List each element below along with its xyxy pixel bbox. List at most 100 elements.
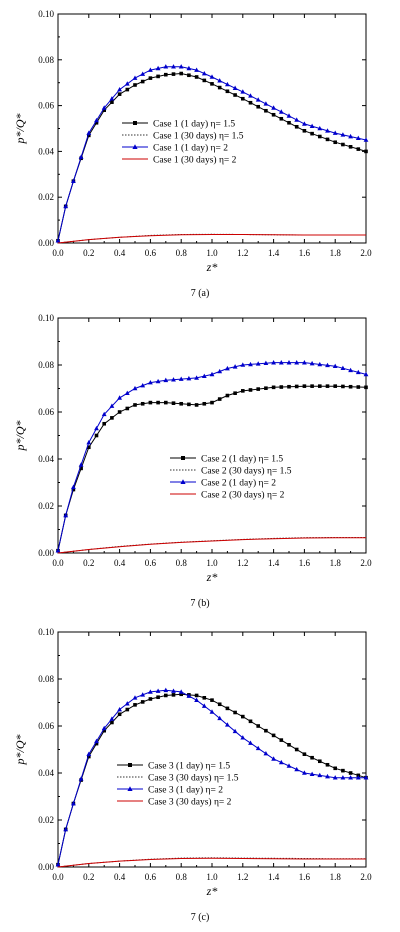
data-point — [94, 117, 99, 123]
data-point — [248, 740, 253, 745]
series-line — [57, 66, 367, 241]
y-tick-label: 0.10 — [38, 313, 54, 323]
data-point — [133, 83, 137, 87]
data-point — [210, 82, 214, 86]
data-point — [132, 385, 138, 391]
data-point — [256, 387, 260, 391]
x-axis-label: z* — [206, 260, 218, 274]
data-point — [255, 361, 261, 366]
data-point — [194, 697, 199, 702]
data-point — [140, 700, 145, 704]
data-point — [279, 385, 284, 389]
data-point — [294, 117, 300, 122]
x-tick-label: 0.0 — [52, 558, 64, 568]
data-point — [356, 147, 361, 151]
figure-caption: 7 (a) — [191, 288, 210, 299]
data-point — [87, 754, 91, 759]
data-point — [240, 362, 246, 367]
x-tick-label: 1.6 — [299, 872, 311, 882]
data-point — [348, 367, 353, 373]
x-tick-label: 1.2 — [237, 248, 248, 258]
data-point — [241, 389, 245, 393]
y-tick-label: 0.10 — [38, 9, 54, 19]
y-tick-label: 0.02 — [38, 192, 54, 202]
data-point — [225, 81, 230, 87]
legend-label: Case 1 (30 days) η= 2 — [153, 155, 237, 166]
data-point — [271, 360, 276, 365]
data-point — [348, 775, 353, 780]
series-3 — [57, 857, 366, 868]
data-point — [310, 131, 314, 136]
legend-label: Case 3 (30 days) η= 2 — [148, 797, 232, 808]
data-point — [171, 377, 176, 382]
data-point — [71, 800, 76, 806]
data-point — [101, 725, 107, 731]
data-point — [202, 696, 207, 700]
data-point — [125, 87, 130, 92]
data-point — [55, 238, 61, 243]
data-point — [102, 421, 106, 426]
data-point — [348, 133, 353, 139]
series-0 — [56, 384, 368, 553]
data-point — [117, 395, 122, 400]
data-point — [325, 762, 330, 767]
y-axis-label: p*/Q* — [13, 735, 27, 766]
x-tick-label: 0.2 — [83, 558, 94, 568]
data-point — [332, 775, 338, 780]
x-tick-label: 1.0 — [206, 872, 218, 882]
data-point — [310, 755, 314, 760]
legend-marker — [133, 121, 137, 125]
data-point — [248, 719, 253, 724]
data-point — [263, 751, 269, 756]
data-point — [225, 393, 230, 398]
data-point — [333, 384, 337, 388]
data-point — [363, 775, 369, 780]
chart-panel-2: 0.0 0.2 0.4 0.6 0.8 1.0 1.2 1.4 1.6 1.8 2.0 0.00 0.0… — [13, 627, 372, 923]
series-3 — [57, 234, 366, 244]
data-point — [255, 97, 261, 102]
data-point — [232, 364, 238, 369]
x-tick-label: 0.4 — [114, 248, 126, 258]
data-point — [163, 687, 169, 693]
data-point — [87, 133, 91, 138]
data-point — [78, 776, 84, 781]
data-point — [171, 72, 176, 76]
data-point — [302, 752, 307, 756]
data-point — [309, 771, 315, 776]
legend-marker — [181, 456, 185, 460]
data-point — [171, 693, 176, 697]
data-point — [355, 369, 361, 375]
data-point — [148, 689, 153, 694]
x-tick-label: 0.6 — [145, 558, 157, 568]
legend-label: Case 1 (30 days) η= 1.5 — [153, 131, 244, 142]
data-point — [271, 385, 276, 390]
data-point — [318, 759, 322, 764]
data-point — [140, 79, 145, 84]
data-point — [341, 768, 345, 773]
data-point — [201, 703, 207, 708]
data-point — [278, 360, 284, 365]
x-tick-label: 1.2 — [237, 558, 248, 568]
data-point — [364, 149, 368, 154]
data-point — [148, 380, 153, 385]
y-tick-label: 0.00 — [38, 238, 54, 248]
series-line — [57, 857, 366, 868]
data-point — [125, 707, 130, 712]
data-point — [86, 130, 92, 135]
data-point — [225, 365, 230, 371]
x-tick-label: 0.6 — [145, 248, 157, 258]
data-point — [171, 64, 176, 69]
data-point — [302, 360, 307, 365]
data-point — [209, 371, 215, 377]
data-point — [194, 67, 199, 72]
x-tick-label: 0.4 — [114, 558, 126, 568]
legend-marker — [132, 144, 138, 149]
data-point — [86, 751, 92, 756]
data-point — [317, 772, 323, 778]
data-point — [94, 120, 99, 125]
legend-label: Case 2 (1 day) η= 1.5 — [201, 454, 283, 465]
data-point — [240, 89, 246, 94]
data-point — [263, 101, 269, 106]
